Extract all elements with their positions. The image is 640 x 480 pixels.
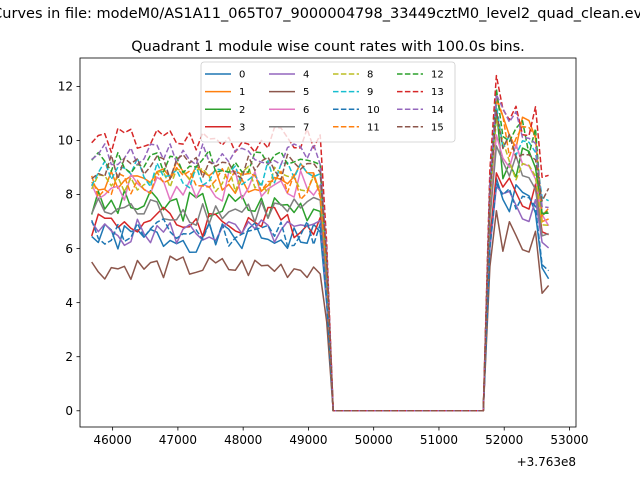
legend-label-2: 2 — [239, 105, 245, 116]
legend-label-14: 14 — [431, 105, 444, 116]
y-tick-label: 8 — [65, 188, 73, 202]
y-tick-label: 12 — [58, 80, 73, 94]
x-tick-label: 52000 — [485, 433, 523, 447]
x-tick-label: 51000 — [420, 433, 458, 447]
y-tick-label: 0 — [65, 404, 73, 418]
legend-label-5: 5 — [303, 87, 309, 98]
legend-label-6: 6 — [303, 105, 309, 116]
legend-label-10: 10 — [367, 105, 380, 116]
legend-label-15: 15 — [431, 122, 444, 133]
legend-label-8: 8 — [367, 70, 373, 81]
x-tick-label: 46000 — [94, 433, 132, 447]
y-tick-label: 6 — [65, 242, 73, 256]
legend-label-0: 0 — [239, 70, 245, 81]
legend-label-11: 11 — [367, 122, 380, 133]
legend-label-4: 4 — [303, 70, 309, 81]
legend-label-7: 7 — [303, 122, 309, 133]
x-tick-label: 47000 — [159, 433, 197, 447]
x-tick-label: 48000 — [224, 433, 262, 447]
y-tick-label: 2 — [65, 350, 73, 364]
legend-label-3: 3 — [239, 122, 245, 133]
legend-box — [200, 61, 456, 143]
plot-area — [90, 74, 550, 412]
x-axis-offset-label: +3.763e8 — [517, 455, 576, 469]
figure-suptitle: Curves in file: modeM0/AS1A11_065T07_900… — [0, 6, 640, 22]
legend-label-13: 13 — [431, 87, 444, 98]
x-tick-label: 53000 — [550, 433, 588, 447]
legend-label-12: 12 — [431, 70, 444, 81]
legend-label-1: 1 — [239, 87, 245, 98]
series-line-10 — [90, 182, 550, 412]
y-tick-label: 10 — [58, 134, 73, 148]
axes-frame — [79, 57, 577, 428]
x-tick-label: 49000 — [289, 433, 327, 447]
axes: 46000 47000 48000 49000 50000 51000 52000 53000… — [58, 57, 589, 447]
legend-label-9: 9 — [367, 87, 373, 98]
y-tick-label: 4 — [65, 296, 73, 310]
x-tick-label: 50000 — [355, 433, 393, 447]
series-line-15 — [91, 109, 550, 412]
chart-title: Quadrant 1 module wise count rates with … — [131, 39, 525, 55]
series-line-12 — [91, 88, 550, 412]
